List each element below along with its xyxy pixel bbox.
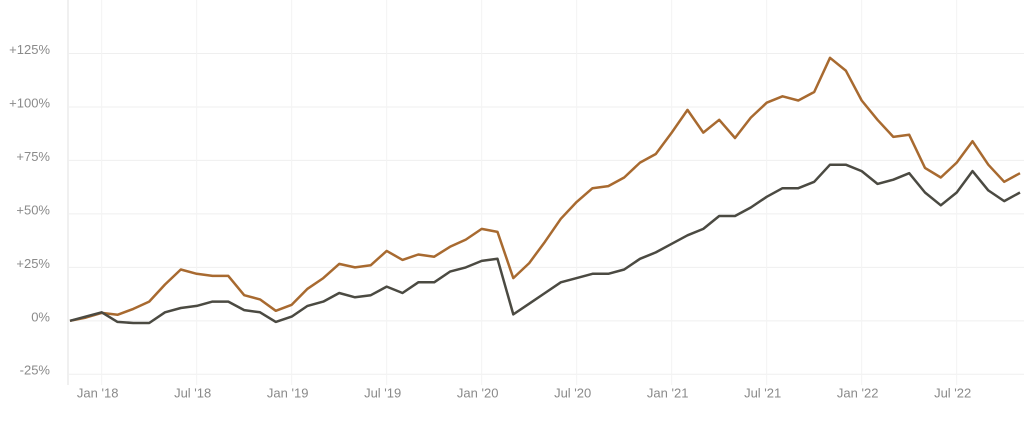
y-tick-label: +25% bbox=[16, 256, 50, 271]
line-series bbox=[69, 56, 1021, 323]
x-tick-label: Jul '22 bbox=[934, 385, 971, 400]
x-tick-label: Jan '18 bbox=[77, 385, 119, 400]
x-tick-label: Jan '21 bbox=[647, 385, 689, 400]
line-series bbox=[69, 163, 1021, 325]
y-tick-label: -25% bbox=[20, 363, 51, 378]
x-tick-label: Jul '20 bbox=[554, 385, 591, 400]
x-tick-label: Jan '19 bbox=[267, 385, 309, 400]
y-tick-label: +50% bbox=[16, 202, 50, 217]
y-tick-label: +100% bbox=[9, 95, 50, 110]
x-tick-label: Jul '21 bbox=[744, 385, 781, 400]
x-tick-label: Jul '19 bbox=[364, 385, 401, 400]
y-tick-label: +75% bbox=[16, 149, 50, 164]
y-tick-label: 0% bbox=[31, 309, 50, 324]
y-tick-label: +125% bbox=[9, 42, 50, 57]
x-tick-label: Jul '18 bbox=[174, 385, 211, 400]
x-tick-label: Jan '22 bbox=[837, 385, 879, 400]
x-tick-label: Jan '20 bbox=[457, 385, 499, 400]
